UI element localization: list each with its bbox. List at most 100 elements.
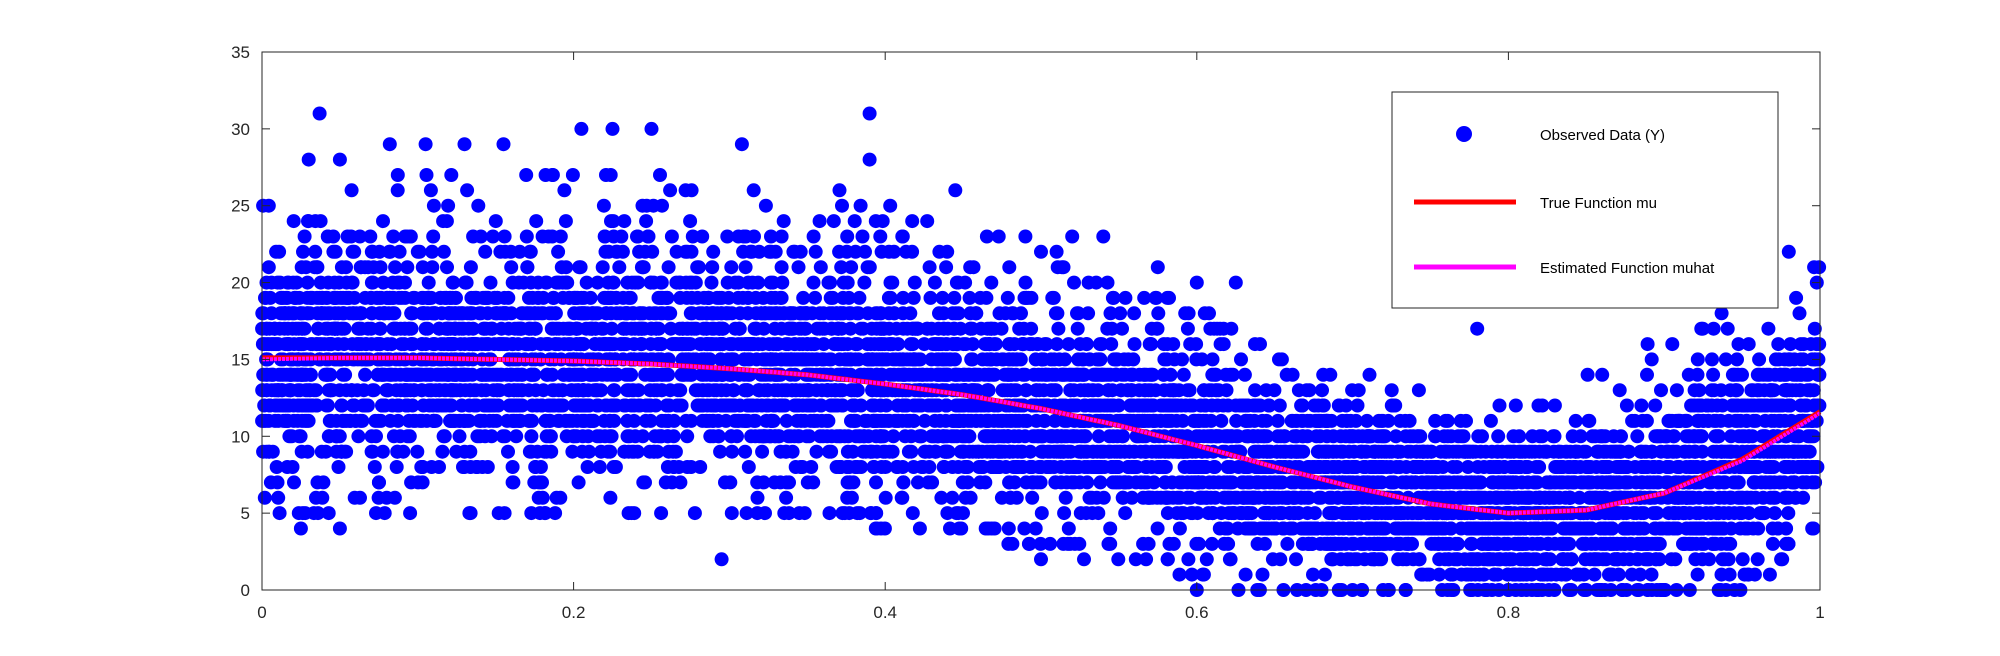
data-point [782,506,796,521]
data-point [661,260,676,275]
data-point [655,198,669,213]
data-point [1391,552,1406,567]
data-point [1761,321,1776,336]
data-point [614,229,629,244]
data-point [639,214,654,229]
data-point [620,413,635,428]
data-point [388,260,403,275]
data-point [695,229,710,244]
data-point [632,244,647,259]
data-point [616,321,631,336]
data-point [1152,460,1167,474]
data-point [329,429,344,444]
data-point [1025,490,1040,505]
data-point [272,506,287,521]
data-point [1172,567,1187,582]
data-point [755,444,770,459]
data-point [989,352,1004,367]
data-point [1411,383,1426,398]
data-point [505,460,520,474]
data-point [426,229,441,244]
data-point [1205,352,1220,367]
data-point [1180,321,1195,336]
data-point [842,475,857,490]
data-point [1221,536,1236,551]
data-point [462,398,477,413]
data-point [762,244,777,259]
data-point [1234,352,1248,367]
data-point [529,214,544,229]
data-point [878,490,893,505]
data-point [376,214,390,229]
data-point [927,275,942,290]
data-point [596,198,611,213]
data-point [641,229,656,244]
data-point [1151,306,1166,321]
data-point [672,275,687,290]
data-point [377,506,392,521]
data-point [1728,383,1743,398]
data-point [947,290,962,305]
data-point [326,244,341,259]
data-point [1720,321,1735,336]
data-point [1081,306,1096,321]
data-point [1010,444,1025,459]
data-point [1196,567,1211,582]
data-point [1704,383,1719,398]
data-point [256,383,270,398]
data-point [683,214,698,229]
data-point [673,475,688,490]
data-point [1316,367,1331,382]
data-point [542,429,557,444]
data-point [1128,552,1143,567]
data-point [509,429,524,444]
data-point [604,214,618,229]
data-point [1067,275,1081,290]
data-point [1665,337,1680,352]
data-point [1012,321,1027,336]
data-point [1402,413,1417,428]
data-point [1077,552,1091,567]
data-point [838,352,852,367]
data-point [664,229,679,244]
data-point [738,444,753,459]
data-point [1373,429,1388,444]
data-point [1648,398,1663,413]
data-point [774,290,789,305]
data-point [766,337,781,352]
data-point [1181,552,1196,567]
data-point [572,260,587,275]
data-point [1150,521,1165,536]
data-point [344,383,359,398]
data-point [559,260,574,275]
data-point [308,244,323,259]
data-point [978,521,993,536]
data-point [1070,306,1084,321]
data-point [1767,413,1782,428]
data-point [1748,490,1763,505]
data-point [458,275,473,290]
data-point [936,306,951,321]
data-point [1300,506,1315,521]
data-point [1111,552,1126,567]
data-point [471,198,486,213]
data-point [355,413,370,428]
data-point [1698,490,1713,505]
data-point [905,506,920,521]
data-point [873,229,888,244]
data-point [750,506,765,521]
data-point [297,229,312,244]
data-point [1058,490,1073,505]
data-point [752,244,767,259]
data-point [1050,260,1065,275]
data-point [1237,367,1252,382]
data-point [400,260,415,275]
data-point [540,367,555,382]
data-point [1103,521,1118,536]
data-point [257,490,272,505]
data-point [1184,567,1199,582]
data-point [595,260,610,275]
data-point [575,444,590,459]
data-point [567,429,582,444]
data-point [1559,521,1573,536]
